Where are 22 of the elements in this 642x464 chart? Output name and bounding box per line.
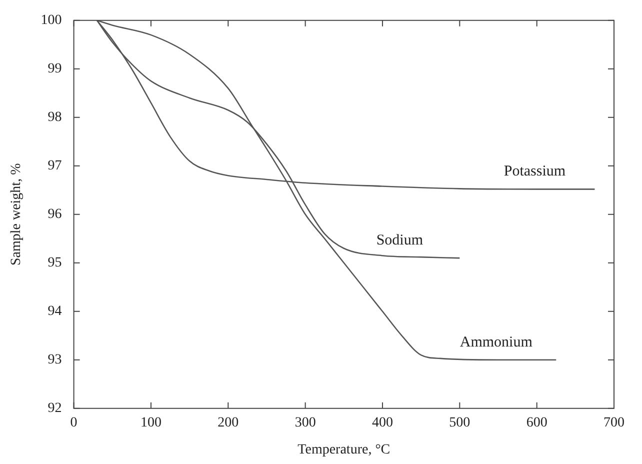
x-tick-label: 500 [449,415,470,430]
y-tick-label: 96 [48,207,62,222]
x-tick-label: 300 [294,415,316,430]
x-tick-label: 600 [526,415,548,430]
x-axis-title: Temperature, °C [298,442,390,458]
y-tick-label: 95 [48,256,62,271]
y-tick-label: 98 [48,110,62,126]
y-tick-label: 99 [48,62,62,77]
y-tick-label: 93 [48,352,62,368]
series-label: Sodium [376,232,424,248]
x-tick-label: 200 [218,415,239,430]
x-tick-label: 400 [372,415,393,430]
y-tick-label: 94 [48,304,62,320]
y-tick-label: 100 [40,13,62,28]
x-tick-label: 0 [70,415,78,430]
x-tick-label: 700 [604,415,624,430]
series-label: Ammonium [460,334,533,350]
x-tick-label: 100 [140,415,162,430]
y-tick-label: 92 [48,401,62,416]
series-label: Potassium [504,164,566,180]
y-tick-label: 97 [48,158,62,174]
y-axis-title: Sample weight, % [9,162,24,266]
